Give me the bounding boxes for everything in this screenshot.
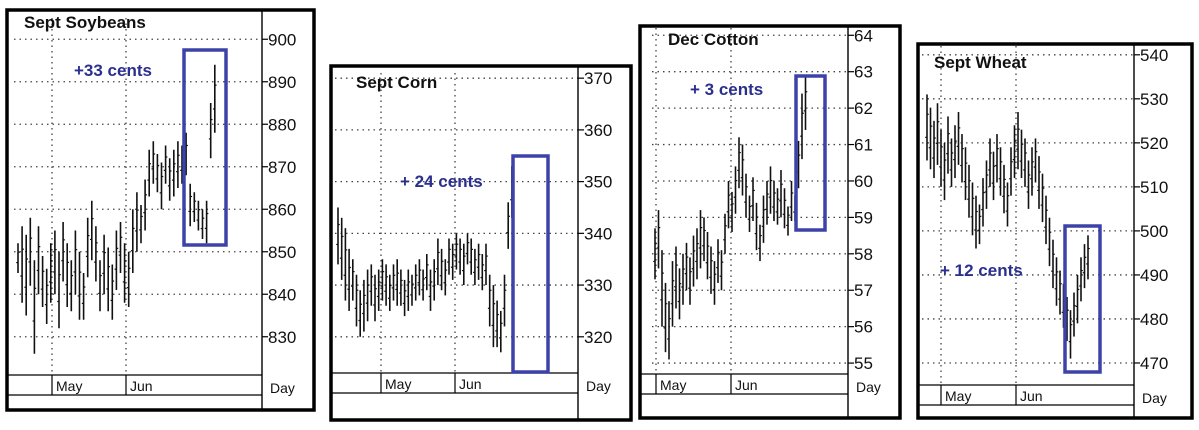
y-tick-label: 860 bbox=[268, 200, 296, 219]
rally-highlight-box bbox=[511, 154, 550, 374]
chart-soybeans: 830 840 850 860 870 880 890 900 May Jun Day Sept So… bbox=[5, 8, 316, 412]
y-tick-label: 57 bbox=[854, 281, 873, 300]
y-tick-label: 520 bbox=[1140, 134, 1168, 153]
month-label: Jun bbox=[459, 376, 482, 392]
y-tick-label: 900 bbox=[268, 30, 296, 49]
day-axis-label: Day bbox=[1142, 390, 1167, 406]
gain-annotation: + 24 cents bbox=[400, 172, 483, 191]
y-tick-label: 63 bbox=[854, 63, 873, 82]
day-axis-label: Day bbox=[270, 380, 295, 396]
month-label: Jun bbox=[1020, 388, 1043, 404]
y-tick-label: 510 bbox=[1140, 178, 1168, 197]
y-tick-label: 360 bbox=[584, 121, 612, 140]
panel-frame bbox=[329, 64, 633, 422]
y-tick-label: 540 bbox=[1140, 46, 1168, 65]
y-tick-label: 500 bbox=[1140, 222, 1168, 241]
chart-corn: 320 330 340 350 360 370 May Jun Day Sept Corn + 24… bbox=[329, 64, 633, 422]
chart-cotton: 55 56 57 58 59 60 61 62 63 64 May Jun Day Dec Cotton +… bbox=[638, 24, 902, 420]
y-tick-label: 350 bbox=[584, 173, 612, 192]
day-axis-label: Day bbox=[856, 379, 881, 395]
month-label: May bbox=[945, 388, 971, 404]
y-tick-label: 330 bbox=[584, 276, 612, 295]
y-tick-label: 62 bbox=[854, 99, 873, 118]
y-tick-label: 55 bbox=[854, 354, 873, 373]
gain-annotation: + 12 cents bbox=[940, 261, 1023, 280]
month-label: Jun bbox=[130, 378, 153, 394]
chart-title: Sept Wheat bbox=[934, 53, 1027, 72]
month-label: Jun bbox=[735, 377, 758, 393]
y-tick-label: 61 bbox=[854, 136, 873, 155]
chart-title: Sept Corn bbox=[356, 73, 437, 92]
y-tick-label: 64 bbox=[854, 26, 873, 45]
rally-highlight-box bbox=[794, 74, 827, 232]
month-label: May bbox=[660, 377, 686, 393]
chart-title: Dec Cotton bbox=[668, 30, 759, 49]
panel-frame bbox=[638, 24, 902, 420]
y-tick-label: 56 bbox=[854, 318, 873, 337]
y-tick-label: 870 bbox=[268, 158, 296, 177]
y-tick-label: 60 bbox=[854, 172, 873, 191]
y-tick-label: 320 bbox=[584, 328, 612, 347]
y-tick-label: 340 bbox=[584, 224, 612, 243]
y-tick-label: 890 bbox=[268, 73, 296, 92]
y-tick-label: 470 bbox=[1140, 354, 1168, 373]
day-axis-label: Day bbox=[586, 378, 611, 394]
y-tick-label: 530 bbox=[1140, 90, 1168, 109]
month-label: May bbox=[56, 378, 82, 394]
rally-highlight-box bbox=[1063, 224, 1102, 374]
y-tick-label: 490 bbox=[1140, 266, 1168, 285]
y-tick-label: 850 bbox=[268, 243, 296, 262]
chart-title: Sept Soybeans bbox=[24, 13, 146, 32]
y-tick-label: 58 bbox=[854, 245, 873, 264]
panel-frame bbox=[5, 8, 316, 412]
rally-highlight-box bbox=[182, 48, 228, 247]
y-tick-label: 830 bbox=[268, 328, 296, 347]
y-tick-label: 840 bbox=[268, 285, 296, 304]
panel-frame bbox=[916, 42, 1194, 420]
month-label: May bbox=[385, 376, 411, 392]
chart-wheat: 470 480 490 500 510 520 530 540 May Jun Day Sept Wh… bbox=[916, 42, 1194, 420]
y-tick-label: 880 bbox=[268, 115, 296, 134]
gain-annotation: + 3 cents bbox=[690, 80, 763, 99]
y-tick-label: 370 bbox=[584, 69, 612, 88]
y-tick-label: 59 bbox=[854, 208, 873, 227]
gain-annotation: +33 cents bbox=[74, 61, 152, 80]
y-tick-label: 480 bbox=[1140, 310, 1168, 329]
